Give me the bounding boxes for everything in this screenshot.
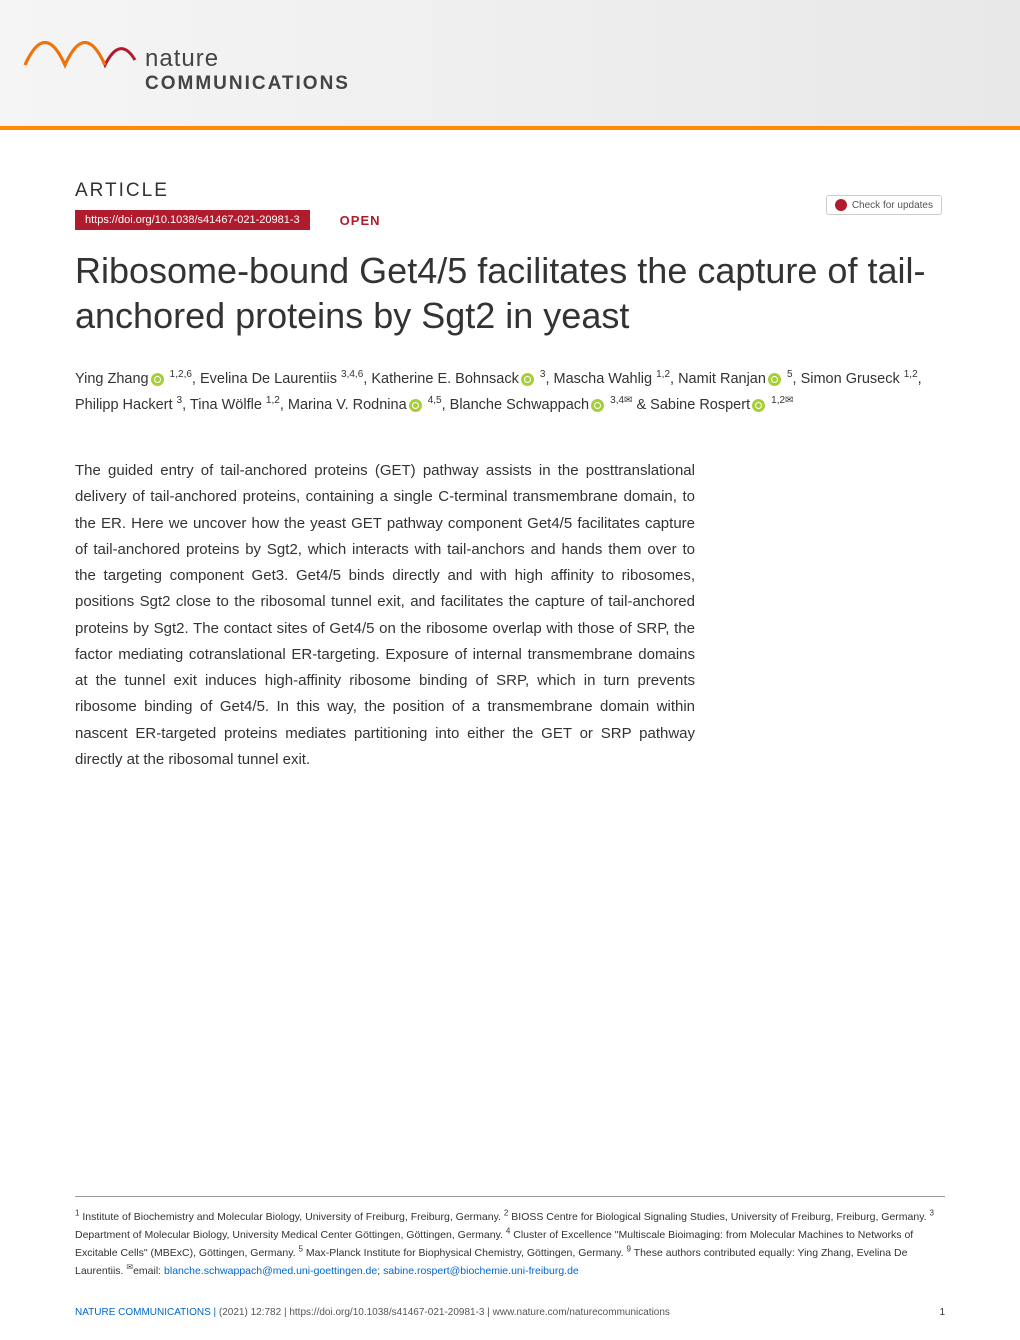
article-type-label: ARTICLE — [75, 180, 945, 202]
footer-citation: (2021) 12:782 | https://doi.org/10.1038/… — [219, 1307, 670, 1318]
page-number: 1 — [939, 1307, 945, 1318]
orcid-icon[interactable] — [591, 399, 604, 412]
orcid-icon[interactable] — [521, 373, 534, 386]
article-title: Ribosome-bound Get4/5 facilitates the ca… — [75, 248, 945, 338]
page-footer: NATURE COMMUNICATIONS | (2021) 12:782 | … — [75, 1307, 945, 1318]
check-updates-label: Check for updates — [852, 200, 933, 211]
affiliations-block: 1 Institute of Biochemistry and Molecula… — [75, 1196, 945, 1280]
author-list: Ying Zhang 1,2,6, Evelina De Laurentiis … — [75, 366, 945, 418]
orcid-icon[interactable] — [409, 399, 422, 412]
logo-swoosh-icon — [20, 15, 140, 75]
abstract: The guided entry of tail-anchored protei… — [75, 458, 695, 773]
corresponding-email[interactable]: blanche.schwappach@med.uni-goettingen.de — [164, 1265, 377, 1277]
article-content: ARTICLE https://doi.org/10.1038/s41467-0… — [0, 130, 1020, 773]
orcid-icon[interactable] — [768, 373, 781, 386]
footer-journal-name: NATURE COMMUNICATIONS | — [75, 1307, 216, 1318]
orcid-icon[interactable] — [151, 373, 164, 386]
journal-banner: nature COMMUNICATIONS — [0, 0, 1020, 130]
logo-nature-text: nature — [145, 45, 350, 73]
footer-journal: NATURE COMMUNICATIONS | (2021) 12:782 | … — [75, 1307, 670, 1318]
logo-comms-text: COMMUNICATIONS — [145, 73, 350, 95]
check-updates-button[interactable]: Check for updates — [826, 195, 942, 215]
open-access-label: OPEN — [340, 213, 381, 228]
corresponding-email[interactable]: sabine.rospert@biochemie.uni-freiburg.de — [383, 1265, 579, 1277]
doi-link[interactable]: https://doi.org/10.1038/s41467-021-20981… — [75, 210, 310, 230]
doi-row: https://doi.org/10.1038/s41467-021-20981… — [75, 210, 945, 230]
logo-text: nature COMMUNICATIONS — [145, 45, 350, 95]
journal-logo: nature COMMUNICATIONS — [20, 15, 1000, 95]
check-updates-icon — [835, 199, 847, 211]
orcid-icon[interactable] — [752, 399, 765, 412]
